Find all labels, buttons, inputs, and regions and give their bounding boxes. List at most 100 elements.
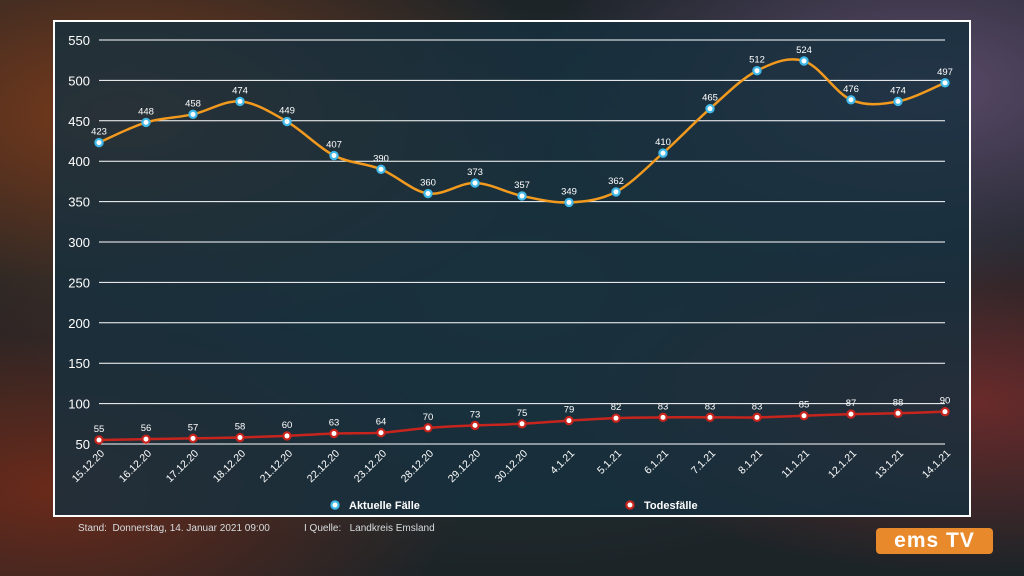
x-tick-label: 30.12.20 <box>493 448 530 485</box>
data-point <box>940 78 950 88</box>
data-point <box>329 428 339 439</box>
footer-quelle: I Quelle: Landkreis Emsland <box>304 523 435 534</box>
footer-stand: Stand: Donnerstag, 14. Januar 2021 09:00 <box>78 523 270 534</box>
data-point <box>282 116 292 127</box>
data-label: 55 <box>94 424 105 435</box>
data-point <box>141 434 151 444</box>
data-label: 56 <box>141 423 152 434</box>
x-tick-label: 4.1.21 <box>548 448 577 477</box>
stand-label: Stand: <box>78 523 107 534</box>
data-point <box>893 96 903 107</box>
y-tick-label: 500 <box>68 73 90 88</box>
legend-marker <box>625 500 635 510</box>
y-tick-label: 50 <box>76 437 90 452</box>
y-tick-label: 200 <box>68 316 90 331</box>
data-point <box>423 423 433 433</box>
data-point <box>94 435 104 445</box>
data-label: 474 <box>232 85 248 96</box>
data-label: 58 <box>235 422 246 433</box>
data-label: 82 <box>611 402 622 413</box>
data-label: 476 <box>843 84 859 95</box>
data-label: 83 <box>658 401 669 412</box>
quelle-value: Landkreis Emsland <box>349 523 435 534</box>
data-point <box>564 415 574 426</box>
data-point <box>564 197 574 208</box>
data-point <box>752 412 762 423</box>
data-label: 410 <box>655 137 671 148</box>
x-tick-label: 21.12.20 <box>258 448 295 485</box>
data-point <box>658 412 668 423</box>
data-label: 360 <box>420 178 436 189</box>
data-point <box>705 103 715 114</box>
x-tick-label: 5.1.21 <box>595 448 624 477</box>
quelle-label: I Quelle: <box>304 523 342 534</box>
chart-panel: 50 100 150 200 250 300 350 400 450 500 550 15.12.20… <box>53 20 971 517</box>
x-tick-label: 14.1.21 <box>920 448 953 481</box>
data-label: 497 <box>937 67 953 78</box>
data-point <box>470 420 480 431</box>
data-label: 449 <box>279 106 295 117</box>
data-point <box>658 148 668 158</box>
x-tick-label: 12.1.21 <box>826 448 859 481</box>
data-label: 448 <box>138 106 154 117</box>
data-label: 390 <box>373 153 389 164</box>
data-point <box>611 187 621 197</box>
data-label: 60 <box>282 420 293 431</box>
y-tick-label: 400 <box>68 154 90 169</box>
legend-label: Aktuelle Fälle <box>349 500 420 512</box>
data-label: 88 <box>893 397 904 408</box>
data-label: 512 <box>749 55 765 66</box>
y-tick-label: 300 <box>68 235 90 250</box>
x-tick-label: 11.1.21 <box>779 448 812 481</box>
data-label: 349 <box>561 186 577 197</box>
data-point <box>517 191 527 201</box>
data-label: 407 <box>326 140 342 151</box>
data-label: 83 <box>752 401 763 412</box>
stand-value: Donnerstag, 14. Januar 2021 09:00 <box>112 523 270 534</box>
ems-tv-logo: ems TV <box>876 528 993 554</box>
y-tick-label: 450 <box>68 114 90 129</box>
x-tick-label: 22.12.20 <box>305 448 342 485</box>
data-point <box>611 413 621 423</box>
data-point <box>188 109 198 120</box>
data-label: 63 <box>329 417 340 428</box>
data-point <box>705 412 715 423</box>
x-tick-label: 28.12.20 <box>399 448 436 485</box>
y-tick-label: 150 <box>68 356 90 371</box>
data-point <box>376 427 386 438</box>
data-label: 465 <box>702 93 718 104</box>
data-point <box>846 409 856 419</box>
x-tick-label: 16.12.20 <box>117 448 154 485</box>
data-label: 474 <box>890 85 906 96</box>
data-point <box>470 178 480 188</box>
data-label: 75 <box>517 408 528 419</box>
x-tick-label: 18.12.20 <box>211 448 248 485</box>
x-tick-label: 23.12.20 <box>352 448 389 485</box>
data-point <box>376 164 386 174</box>
data-label: 85 <box>799 400 810 411</box>
data-label: 87 <box>846 398 857 409</box>
data-point <box>188 433 198 444</box>
legend-label: Todesfälle <box>644 500 698 512</box>
data-label: 73 <box>470 409 481 420</box>
data-point <box>329 150 339 161</box>
x-tick-label: 6.1.21 <box>642 448 671 477</box>
line-chart: 50 100 150 200 250 300 350 400 450 500 550 15.12.20… <box>68 33 953 512</box>
data-label: 458 <box>185 98 201 109</box>
data-label: 57 <box>188 422 199 433</box>
data-point <box>799 411 809 421</box>
x-tick-label: 15.12.20 <box>70 448 107 485</box>
data-label: 90 <box>940 396 951 407</box>
y-tick-label: 100 <box>68 397 90 412</box>
data-point <box>517 419 527 429</box>
legend-marker <box>330 500 340 510</box>
data-label: 362 <box>608 176 624 187</box>
data-point <box>799 56 809 66</box>
data-label: 423 <box>91 127 107 138</box>
data-label: 357 <box>514 180 530 191</box>
data-point <box>282 431 292 441</box>
data-label: 524 <box>796 45 812 56</box>
data-point <box>141 117 151 128</box>
data-label: 373 <box>467 167 483 178</box>
x-tick-label: 13.1.21 <box>873 448 906 481</box>
